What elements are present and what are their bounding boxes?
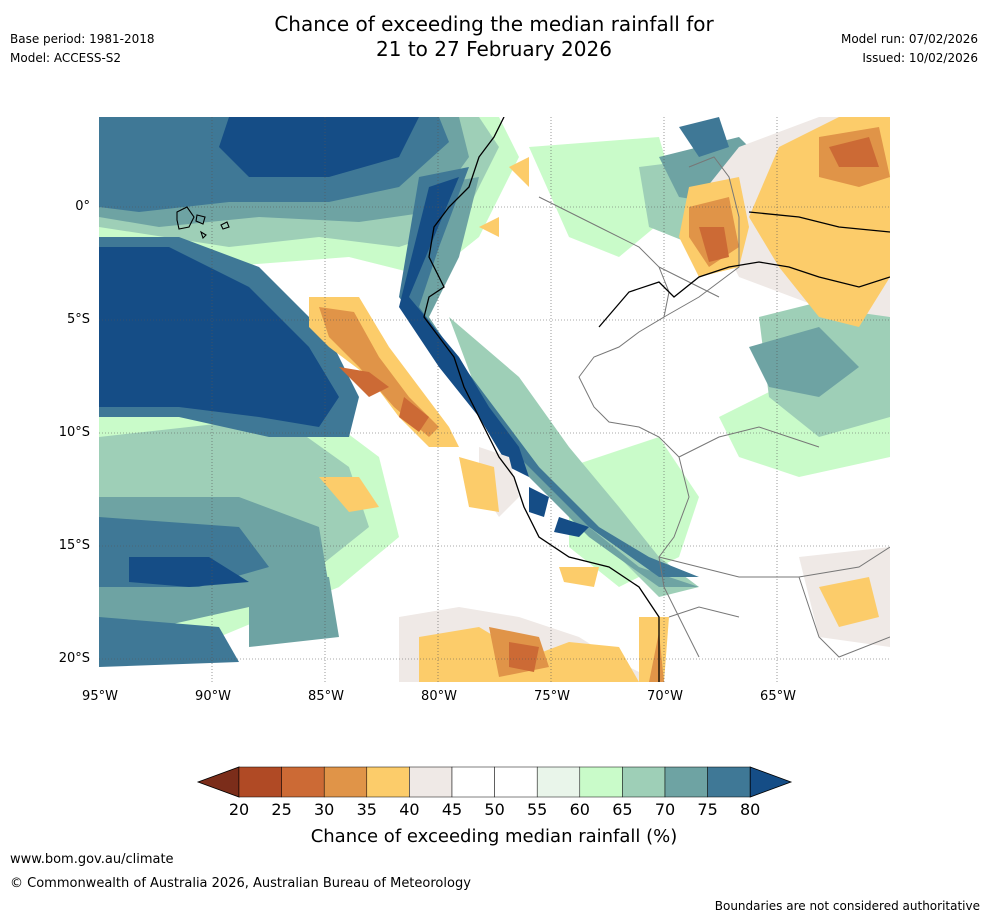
lat-label-10s: 10°S <box>58 425 90 440</box>
colorbar-tick-60: 60 <box>569 800 590 819</box>
lat-label-0: 0° <box>75 199 90 214</box>
colorbar-tick-20: 20 <box>228 800 250 819</box>
lat-label-15s: 15°S <box>58 538 90 553</box>
lon-label-65w: 65°W <box>760 689 796 704</box>
colorbar-segment-45-50 <box>451 766 495 798</box>
colorbar-tick-65: 65 <box>612 800 633 819</box>
colorbar-segment-25-30 <box>281 766 325 798</box>
colorbar-segment-55-60 <box>536 766 581 798</box>
galapagos-islands <box>176 206 230 240</box>
colorbar-segment-20-25 <box>238 766 282 798</box>
probability-region-above-80 <box>99 117 589 587</box>
colorbar-tick-55: 55 <box>527 800 548 819</box>
colorbar-tick-35: 35 <box>356 800 377 819</box>
colorbar-segment-50-55 <box>494 766 538 798</box>
disclaimer-text: Boundaries are not considered authoritat… <box>714 899 980 913</box>
colorbar-label: Chance of exceeding median rainfall (%) <box>310 826 678 847</box>
colorbar-tick-25: 25 <box>271 800 292 819</box>
lon-label-95w: 95°W <box>82 689 118 704</box>
lon-label-80w: 80°W <box>421 689 457 704</box>
colorbar-segment-below-20 <box>196 766 240 798</box>
probability-region-25-30 <box>339 137 879 672</box>
colorbar-tick-80: 80 <box>740 800 761 819</box>
base-period-text: Base period: 1981-2018 <box>10 32 155 46</box>
lon-label-85w: 85°W <box>308 689 344 704</box>
coastline <box>423 117 890 682</box>
colorbar-segment-75-80 <box>707 766 751 798</box>
lon-label-75w: 75°W <box>534 689 570 704</box>
map-title: Chance of exceeding the median rainfall … <box>0 12 988 62</box>
model-run-text: Model run: 07/02/2026 <box>840 32 978 46</box>
colorbar-tick-50: 50 <box>484 800 505 819</box>
colorbar-tick-40: 40 <box>399 800 420 819</box>
lon-label-90w: 90°W <box>195 689 231 704</box>
colorbar-segment-60-65 <box>579 766 623 798</box>
title-line-1: Chance of exceeding the median rainfall … <box>274 12 714 36</box>
colorbar-segment-30-35 <box>323 766 368 798</box>
title-line-2: 21 to 27 February 2026 <box>376 37 612 61</box>
copyright-text: © Commonwealth of Australia 2026, Austra… <box>10 876 471 891</box>
issued-text: Issued: 10/02/2026 <box>862 51 978 65</box>
lon-label-70w: 70°W <box>647 689 683 704</box>
colorbar-tick-30: 30 <box>314 800 335 819</box>
lat-label-20s: 20°S <box>58 651 90 666</box>
colorbar-segment-40-45 <box>409 766 453 798</box>
colorbar-tick-70: 70 <box>654 800 676 819</box>
country-boundaries <box>538 156 890 658</box>
model-text: Model: ACCESS-S2 <box>10 51 122 65</box>
colorbar-segment-70-75 <box>664 766 708 798</box>
colorbar <box>196 766 793 798</box>
rainfall-probability-map <box>99 117 890 682</box>
website-link[interactable]: www.bom.gov.au/climate <box>10 852 174 867</box>
colorbar-segment-above-80 <box>749 766 793 798</box>
colorbar-tick-45: 45 <box>441 800 463 819</box>
colorbar-segment-35-40 <box>366 766 410 798</box>
lat-label-5s: 5°S <box>66 312 90 327</box>
graticule <box>99 117 890 682</box>
colorbar-segment-65-70 <box>622 766 666 798</box>
colorbar-tick-75: 75 <box>697 800 718 819</box>
